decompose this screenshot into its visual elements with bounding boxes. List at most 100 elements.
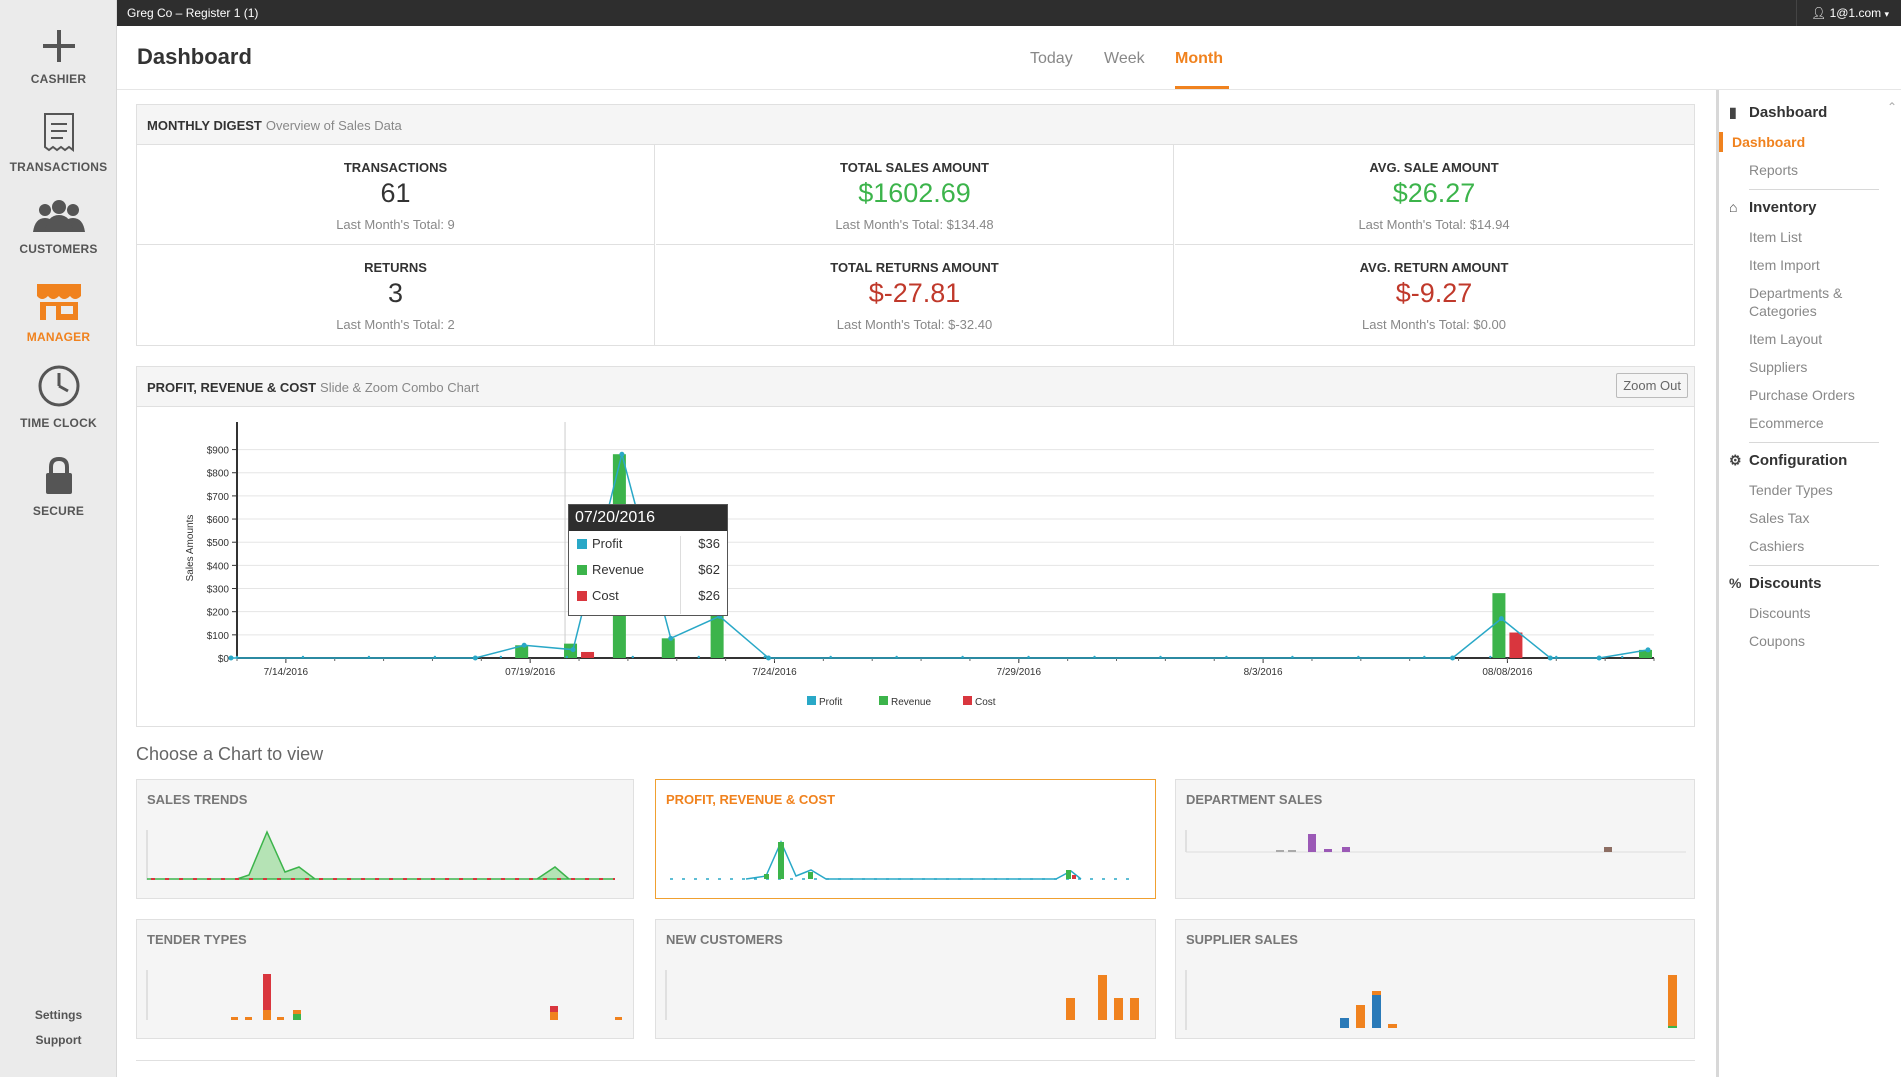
top-bar: Greg Co – Register 1 (1) 👤︎ 1@1.com ▾ [117,0,1901,26]
bar-chart-icon: ▮ [1729,104,1737,120]
x-tick-label: 07/19/2016 [505,667,555,678]
combo-chart[interactable]: $0 $100 $200 $300 $400 $500 $600 $700 $800 $900 Sa… [137,408,1694,726]
sidebar-item-suppliers[interactable]: Suppliers [1749,359,1808,375]
sidebar-item-cashiers[interactable]: Cashiers [1749,538,1805,554]
profit-baseline-point [1291,655,1294,659]
x-tick-label: 7/14/2016 [264,667,309,678]
settings-link[interactable]: Settings [34,1008,83,1022]
nav-cashier[interactable]: CASHIER [0,28,117,88]
mini-chart-tender-types[interactable]: TENDER TYPES [136,919,634,1039]
y-tick-label: $900 [207,446,230,457]
revenue-bar [515,645,529,658]
clock-icon [38,365,79,407]
mini-chart-title: SALES TRENDS [147,792,248,807]
nav-customers-label: CUSTOMERS [19,242,98,256]
chevron-down-icon: ▾ [1884,9,1889,19]
sidebar-heading-dashboard[interactable]: ▮ Dashboard [1729,104,1828,121]
nav-secure[interactable]: SECURE [0,456,117,520]
page-title: Dashboard [137,44,252,69]
tooltip-row-cost: Cost $26 [569,583,727,609]
stat-label: TOTAL SALES AMOUNT [839,160,990,175]
sidebar-item-coupons[interactable]: Coupons [1749,633,1806,649]
profit-point [570,647,576,653]
cost-swatch [577,591,587,601]
sidebar-item-discounts[interactable]: Discounts [1749,605,1811,621]
stat-returns: RETURNS 3 Last Month's Total: 2 [137,245,655,345]
stat-compare: Last Month's Total: $0.00 [1362,317,1506,332]
legend-label-cost: Cost [975,697,996,708]
mini-chart-new-customers[interactable]: NEW CUSTOMERS [655,919,1156,1039]
mini-chart-profit-revenue-cost[interactable]: PROFIT, REVENUE & COST [655,779,1156,899]
revenue-bar [710,614,724,658]
nav-customers[interactable]: CUSTOMERS [0,200,117,258]
sidebar-item-item-list[interactable]: Item List [1749,229,1802,245]
sidebar-item-sales-tax[interactable]: Sales Tax [1749,510,1810,526]
profit-revenue-cost-thumbnail [670,840,1136,880]
profit-baseline-point [961,655,964,659]
profit-point [1596,655,1602,661]
new-customers-thumbnail [665,970,1139,1020]
stat-avg-return: AVG. RETURN AMOUNT $-9.27 Last Month's T… [1175,245,1693,345]
y-tick-label: $100 [207,631,230,642]
sidebar-item-dashboard[interactable]: Dashboard [1732,134,1806,150]
collapse-icon[interactable]: ⌃ [1886,100,1897,114]
sidebar-divider [1749,442,1879,443]
sidebar-item-departments-categories[interactable]: Departments & Categories [1749,285,1843,319]
sidebar-item-item-import[interactable]: Item Import [1749,257,1820,273]
nav-transactions[interactable]: TRANSACTIONS [0,112,117,176]
profit-baseline-point [1621,655,1624,659]
sidebar-item-tender-types[interactable]: Tender Types [1749,482,1833,498]
mini-chart-sales-trends[interactable]: SALES TRENDS [136,779,634,899]
lock-icon [45,456,72,494]
stat-value: $-9.27 [1395,278,1473,308]
profit-baseline-point [1357,655,1360,659]
nav-time-clock-label: TIME CLOCK [20,416,97,430]
nav-time-clock[interactable]: TIME CLOCK [0,364,117,432]
tooltip-row-profit: Profit $36 [569,531,727,557]
profit-point [472,655,478,661]
monthly-digest-panel: MONTHLY DIGEST Overview of Sales Data TRA… [136,104,1695,346]
revenue-bar [1492,593,1506,658]
sidebar-item-item-layout[interactable]: Item Layout [1749,331,1823,347]
tooltip-row-name: Profit [592,536,623,551]
y-tick-label: $700 [207,492,230,503]
mini-chart-department-sales[interactable]: DEPARTMENT SALES [1175,779,1695,899]
y-tick-label: $500 [207,538,230,549]
mini-chart-supplier-sales[interactable]: SUPPLIER SALES [1175,919,1695,1039]
store-icon [36,284,81,320]
tooltip-date: 07/20/2016 [569,505,727,531]
sidebar-heading-configuration[interactable]: ⚙ Configuration [1729,452,1848,469]
tab-month[interactable]: Month [1175,50,1223,67]
user-menu[interactable]: 👤︎ 1@1.com ▾ [1796,0,1901,26]
sidebar-item-ecommerce[interactable]: Ecommerce [1749,415,1824,431]
stat-value: $1602.69 [858,178,971,208]
monthly-digest-title: MONTHLY DIGEST [147,118,262,133]
sales-trends-thumbnail [146,830,615,880]
stat-value: 3 [387,278,404,308]
profit-swatch [577,539,587,549]
tab-week[interactable]: Week [1104,50,1145,67]
support-link[interactable]: Support [35,1033,82,1047]
sidebar-heading-inventory[interactable]: ⌂ Inventory [1729,199,1817,216]
tab-today[interactable]: Today [1030,50,1073,67]
stat-label: TRANSACTIONS [343,160,448,175]
profit-baseline-point [895,655,898,659]
sidebar-item-purchase-orders[interactable]: Purchase Orders [1749,387,1855,403]
user-icon: 👤︎ [1811,6,1827,20]
sidebar-item-reports[interactable]: Reports [1749,162,1799,178]
zoom-out-button[interactable]: Zoom Out [1616,373,1688,398]
nav-cashier-label: CASHIER [30,72,87,86]
stat-compare: Last Month's Total: 9 [336,217,455,232]
nav-manager[interactable]: MANAGER [0,282,117,346]
monthly-digest-subtitle: Overview of Sales Data [265,118,402,133]
profit-baseline-point [1027,655,1030,659]
mini-chart-title: DEPARTMENT SALES [1186,792,1323,807]
sidebar-heading-discounts[interactable]: % Discounts [1729,575,1822,592]
chart-panel-header: PROFIT, REVENUE & COST Slide & Zoom Combo… [137,367,1694,407]
y-tick-label: $800 [207,469,230,480]
y-tick-label: $600 [207,515,230,526]
profit-baseline-point [1423,655,1426,659]
chart-panel-subtitle: Slide & Zoom Combo Chart [320,380,479,395]
profit-baseline-point [367,655,371,659]
active-item-indicator [1719,132,1723,152]
